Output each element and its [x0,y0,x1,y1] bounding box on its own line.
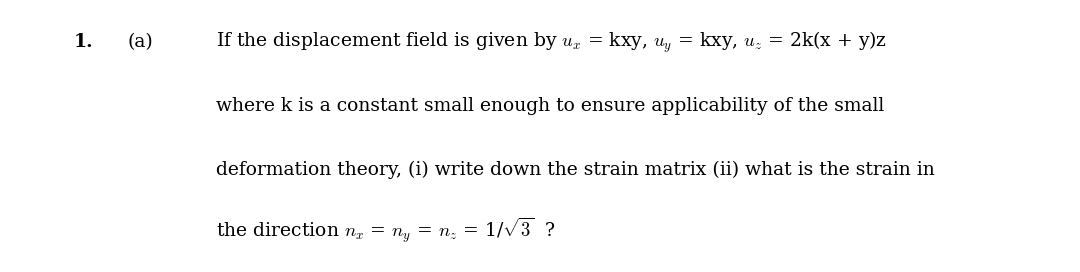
Text: deformation theory, (i) write down the strain matrix (ii) what is the strain in: deformation theory, (i) write down the s… [216,161,935,179]
Text: 1.: 1. [73,33,93,51]
Text: the direction $n_x$ = $n_y$ = $n_z$ = 1/$\sqrt{3}$  ?: the direction $n_x$ = $n_y$ = $n_z$ = 1/… [216,215,555,245]
Text: (a): (a) [127,33,153,51]
Text: If the displacement field is given by $u_x$ = kxy, $u_y$ = kxy, $u_z$ = 2k(x + y: If the displacement field is given by $u… [216,29,887,55]
Text: where k is a constant small enough to ensure applicability of the small: where k is a constant small enough to en… [216,97,885,115]
